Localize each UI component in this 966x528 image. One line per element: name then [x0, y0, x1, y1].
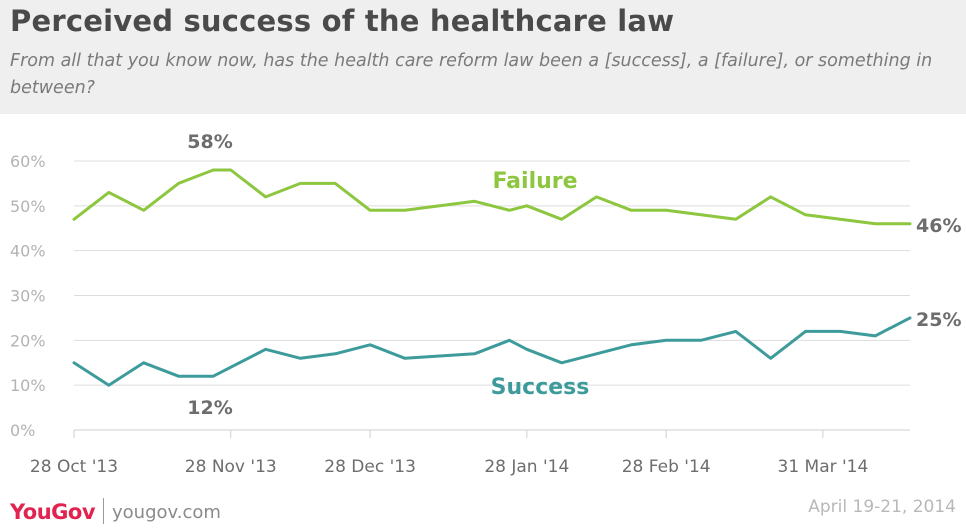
chart-subtitle: From all that you know now, has the heal… [10, 51, 933, 98]
x-tick-label: 28 Dec '13 [324, 457, 416, 477]
x-tick-label: 28 Oct '13 [30, 457, 118, 477]
footer-site-link[interactable]: yougov.com [112, 502, 221, 523]
line-chart: 0% 10% 20% 30% 40% 50% 60% 28 Oct '13 28 Nov '13… [10, 131, 961, 477]
y-tick-label: 30% [10, 287, 46, 306]
series-label-failure: Failure [492, 169, 577, 194]
y-tick-label: 10% [10, 376, 46, 395]
peak-annotation: 58% [187, 131, 232, 153]
header: Perceived success of the healthcare law … [0, 0, 966, 114]
series-line-failure [72, 168, 912, 226]
x-tick-label: 28 Feb '14 [622, 457, 711, 477]
x-tick-label: 31 Mar '14 [778, 457, 869, 477]
y-tick-label: 0% [10, 421, 35, 440]
y-tick-label: 20% [10, 331, 46, 350]
y-tick-label: 50% [10, 197, 46, 216]
series-line-success [72, 316, 912, 387]
y-tick-label: 60% [10, 152, 46, 171]
yougov-logo[interactable]: YouGov [10, 500, 96, 524]
series-label-success: Success [491, 375, 590, 400]
fieldwork-date: April 19-21, 2014 [808, 497, 956, 517]
trough-annotation: 12% [187, 397, 232, 419]
footer-divider [103, 498, 104, 524]
success-end-label: 25% [916, 309, 961, 331]
x-tick-label: 28 Nov '13 [185, 457, 277, 477]
x-tick-label: 28 Jan '14 [484, 457, 569, 477]
failure-end-label: 46% [916, 215, 961, 237]
chart-title: Perceived success of the healthcare law [10, 4, 675, 38]
y-tick-label: 40% [10, 242, 46, 261]
